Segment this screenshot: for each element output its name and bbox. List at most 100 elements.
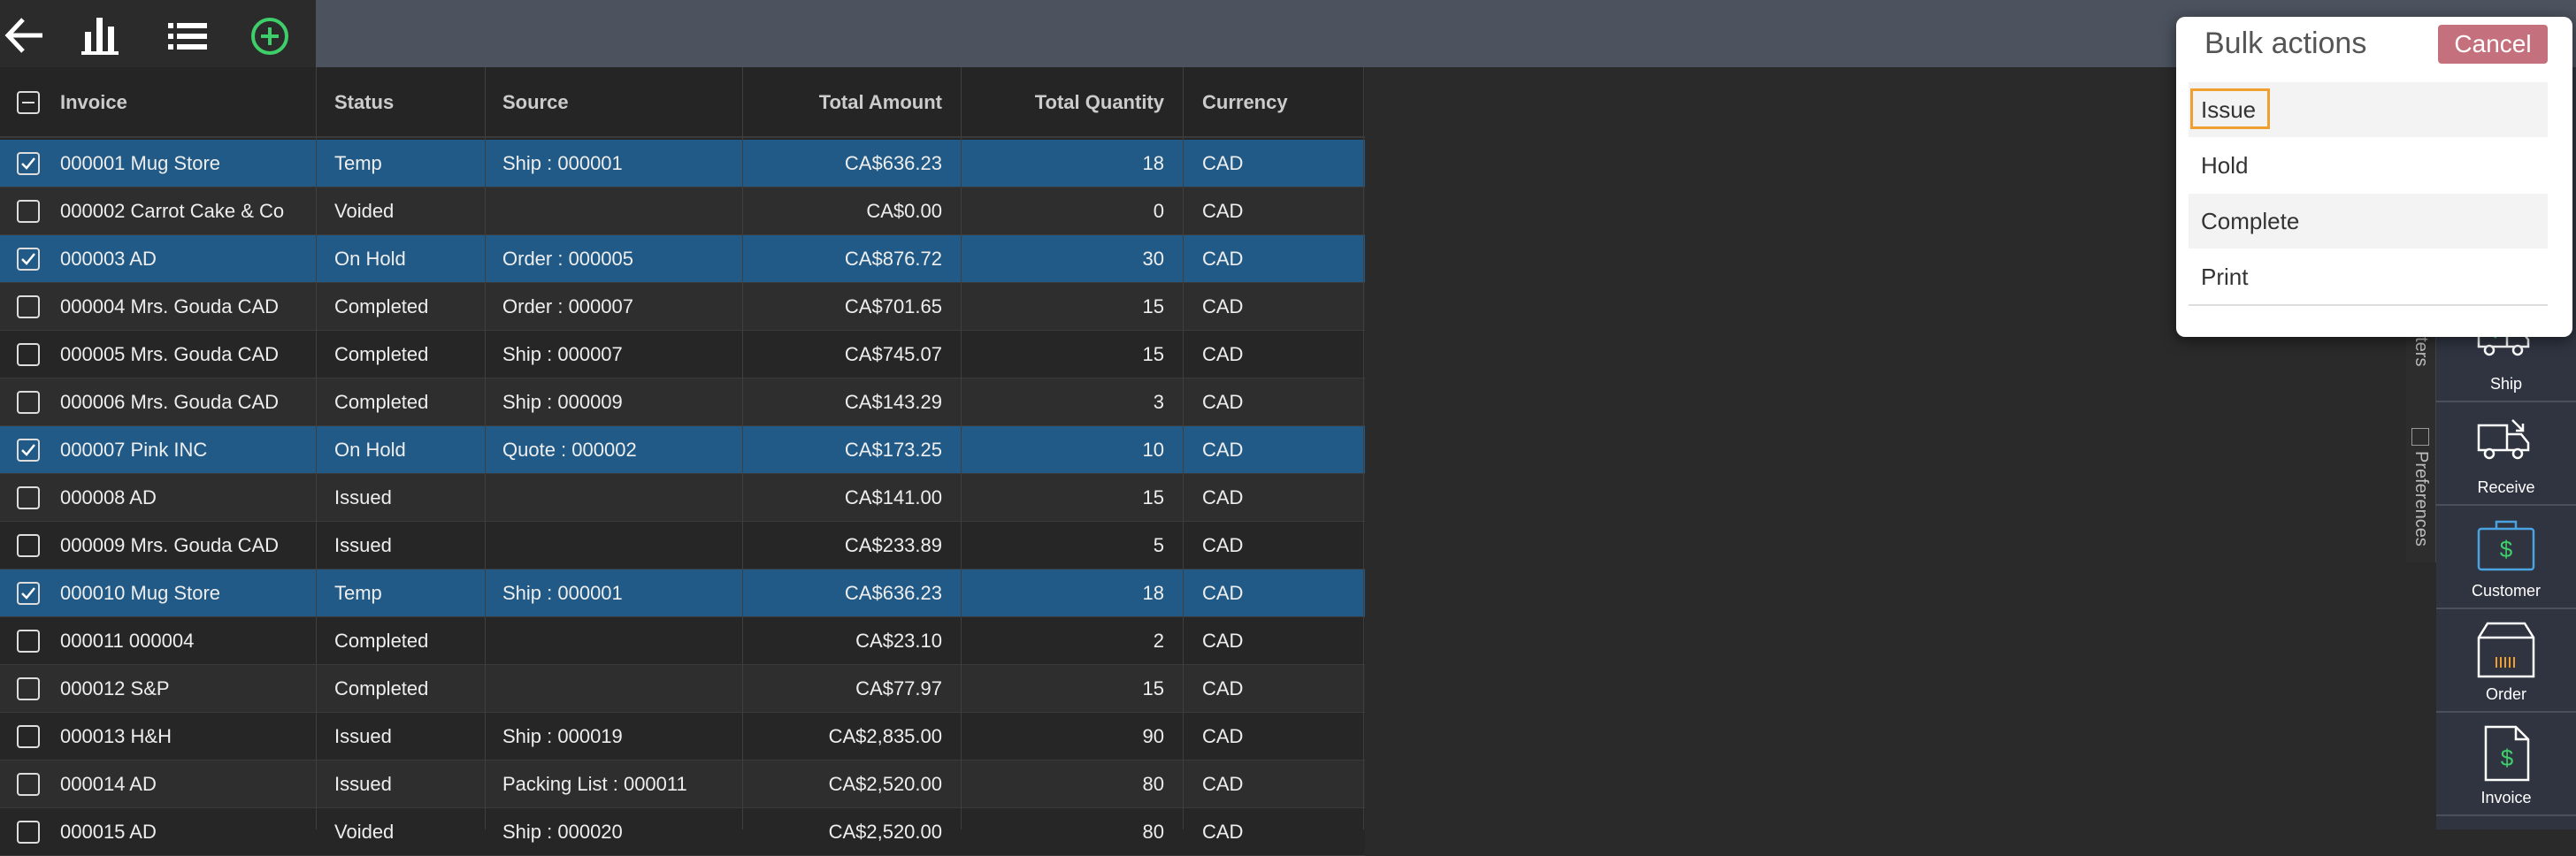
nav-label: Customer bbox=[2471, 582, 2542, 600]
select-all-minus bbox=[22, 102, 34, 103]
row-checkbox[interactable] bbox=[17, 248, 40, 271]
side-tab[interactable]: Preferences bbox=[2411, 451, 2431, 546]
column-header[interactable]: Status bbox=[334, 91, 395, 113]
toolbar-left bbox=[0, 0, 316, 67]
bulk-action-item[interactable] bbox=[2189, 194, 2548, 248]
table-cell: Temp bbox=[334, 152, 382, 174]
table-row[interactable] bbox=[0, 569, 1365, 617]
column-divider bbox=[742, 67, 743, 829]
column-header[interactable]: Invoice bbox=[60, 91, 127, 113]
nav-item[interactable]: $ Invoice bbox=[2436, 711, 2576, 816]
check-mark bbox=[21, 253, 35, 265]
column-divider bbox=[485, 67, 486, 829]
table-row[interactable] bbox=[0, 474, 1365, 522]
table-cell: Ship : 000020 bbox=[502, 821, 623, 843]
table-cell: Issued bbox=[334, 773, 392, 795]
table-cell: CAD bbox=[1202, 677, 1244, 699]
column-header[interactable]: Source bbox=[502, 91, 569, 113]
row-checkbox[interactable] bbox=[17, 152, 40, 175]
table-cell: CA$173.25 bbox=[844, 439, 942, 461]
table-cell: Completed bbox=[334, 630, 429, 652]
table-cell: Ship : 000009 bbox=[502, 391, 623, 413]
bulk-action-item[interactable] bbox=[2189, 138, 2548, 193]
row-checkbox[interactable] bbox=[17, 439, 40, 462]
table-cell: CA$141.00 bbox=[844, 486, 942, 508]
toolbar bbox=[0, 0, 2576, 67]
table-cell: CA$143.29 bbox=[844, 391, 942, 413]
table-row[interactable] bbox=[0, 378, 1365, 426]
bulk-action-label: Hold bbox=[2201, 152, 2249, 179]
table-cell: 000006 Mrs. Gouda CAD bbox=[60, 391, 280, 413]
row-checkbox[interactable] bbox=[17, 725, 40, 748]
table-row[interactable] bbox=[0, 426, 1365, 474]
row-checkbox[interactable] bbox=[17, 391, 40, 414]
table-cell: CAD bbox=[1202, 486, 1244, 508]
nav-item[interactable]: Receive bbox=[2436, 401, 2576, 506]
bulk-action-label: Issue bbox=[2201, 96, 2257, 123]
table-cell: Ship : 000007 bbox=[502, 343, 623, 365]
nav-label: Invoice bbox=[2480, 789, 2532, 806]
table-row[interactable] bbox=[0, 140, 1365, 187]
table-cell: Completed bbox=[334, 343, 429, 365]
table-row[interactable] bbox=[0, 283, 1365, 331]
table-row[interactable] bbox=[0, 331, 1365, 378]
table-cell: Packing List : 000011 bbox=[502, 773, 687, 795]
nav-icon bbox=[2477, 419, 2530, 460]
table-cell: Completed bbox=[334, 677, 429, 699]
table-row[interactable] bbox=[0, 713, 1365, 760]
table-cell: CA$2,520.00 bbox=[828, 821, 942, 843]
row-checkbox[interactable] bbox=[17, 534, 40, 557]
table-cell: CA$876.72 bbox=[844, 248, 942, 270]
row-checkbox[interactable] bbox=[17, 295, 40, 318]
table-cell: 15 bbox=[1142, 677, 1164, 699]
add-button[interactable] bbox=[251, 18, 288, 55]
table-row[interactable] bbox=[0, 187, 1365, 235]
select-all-checkbox[interactable] bbox=[17, 91, 40, 114]
nav-icon: $ bbox=[2477, 520, 2535, 571]
row-checkbox[interactable] bbox=[17, 821, 40, 844]
bulk-action-label: Complete bbox=[2201, 208, 2300, 234]
table-cell: CAD bbox=[1202, 343, 1244, 365]
table-cell: 18 bbox=[1142, 582, 1164, 604]
list-button[interactable] bbox=[168, 23, 207, 50]
row-checkbox[interactable] bbox=[17, 773, 40, 796]
row-checkbox[interactable] bbox=[17, 677, 40, 700]
back-button[interactable] bbox=[4, 18, 42, 53]
table-cell: 18 bbox=[1142, 152, 1164, 174]
table-cell: 000011 000004 bbox=[60, 630, 195, 652]
nav-label: Ship bbox=[2489, 375, 2523, 393]
row-checkbox[interactable] bbox=[17, 630, 40, 653]
nav-label: Order bbox=[2485, 685, 2526, 703]
nav-item[interactable]: $ Customer bbox=[2436, 504, 2576, 609]
table-cell: 3 bbox=[1153, 391, 1164, 413]
table-row[interactable] bbox=[0, 760, 1365, 808]
table-cell: Ship : 000001 bbox=[502, 152, 623, 174]
cancel-button[interactable]: Cancel bbox=[2438, 25, 2548, 64]
table-cell: CA$636.23 bbox=[844, 582, 942, 604]
row-checkbox[interactable] bbox=[17, 486, 40, 509]
bulk-action-item[interactable] bbox=[2189, 249, 2548, 304]
column-divider bbox=[1183, 67, 1184, 829]
table-cell: 000002 Carrot Cake & Co bbox=[60, 200, 285, 222]
chart-button[interactable] bbox=[81, 18, 119, 55]
table-cell: 000009 Mrs. Gouda CAD bbox=[60, 534, 280, 556]
table-cell: CAD bbox=[1202, 391, 1244, 413]
table-cell: Order : 000005 bbox=[502, 248, 633, 270]
table-row[interactable] bbox=[0, 617, 1365, 665]
nav-item[interactable]: Order bbox=[2436, 608, 2576, 713]
tab-icon bbox=[2411, 428, 2429, 446]
check-mark bbox=[21, 444, 35, 456]
table-cell: Temp bbox=[334, 582, 382, 604]
table-row[interactable] bbox=[0, 665, 1365, 713]
row-checkbox[interactable] bbox=[17, 343, 40, 366]
table-row[interactable] bbox=[0, 522, 1365, 569]
column-header[interactable]: Total Quantity bbox=[1034, 91, 1164, 113]
row-checkbox[interactable] bbox=[17, 200, 40, 223]
table-row[interactable] bbox=[0, 235, 1365, 283]
table-cell: CAD bbox=[1202, 295, 1244, 317]
table-cell: CAD bbox=[1202, 439, 1244, 461]
column-header[interactable]: Total Amount bbox=[818, 91, 942, 113]
row-checkbox[interactable] bbox=[17, 582, 40, 605]
column-header[interactable]: Currency bbox=[1202, 91, 1288, 113]
